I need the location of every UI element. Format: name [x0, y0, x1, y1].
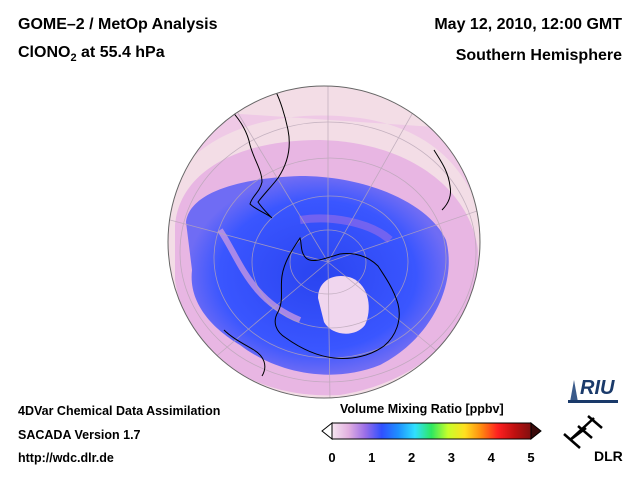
species-title: ClONO2 at 55.4 hPa — [18, 44, 165, 64]
southern-hemisphere-map — [167, 85, 481, 399]
footer-method: 4DVar Chemical Data Assimilation — [18, 404, 221, 418]
species-prefix: ClONO — [18, 44, 71, 61]
colorbar-title: Volume Mixing Ratio [ppbv] — [340, 402, 504, 416]
species-level: at 55.4 hPa — [76, 44, 165, 61]
colorbar-scale — [331, 422, 532, 440]
mixing-ratio-band-north — [180, 110, 480, 190]
antarctic-high-patch — [318, 276, 369, 334]
footer-url[interactable]: http://wdc.dlr.de — [18, 451, 114, 465]
riu-logo-text: RIU — [580, 377, 615, 399]
colorbar-tick-label: 2 — [407, 450, 416, 465]
species-subscript: 2 — [70, 52, 77, 65]
colorbar-tick-label: 5 — [527, 450, 535, 465]
dlr-logo-mark — [563, 415, 603, 449]
coastlines — [221, 91, 451, 377]
colorbar-tick-label: 3 — [447, 450, 455, 465]
colorbar-tick-label: 0 — [328, 450, 336, 465]
product-title: GOME–2 / MetOp Analysis — [18, 16, 218, 33]
riu-logo: RIU — [568, 377, 618, 403]
footer-version: SACADA Version 1.7 — [18, 428, 141, 442]
colorbar-max-arrow — [530, 421, 542, 441]
colorbar-min-arrow — [321, 421, 333, 441]
region-label: Southern Hemisphere — [455, 47, 622, 64]
colorbar — [321, 421, 542, 441]
low-mixing-ratio-vortex — [186, 176, 449, 375]
colorbar-tick-label: 1 — [368, 450, 376, 465]
date-label: May 12, 2010, 12:00 GMT — [434, 16, 622, 33]
dlr-logo-text: DLR — [594, 448, 623, 464]
colorbar-tick-label: 4 — [487, 450, 495, 465]
